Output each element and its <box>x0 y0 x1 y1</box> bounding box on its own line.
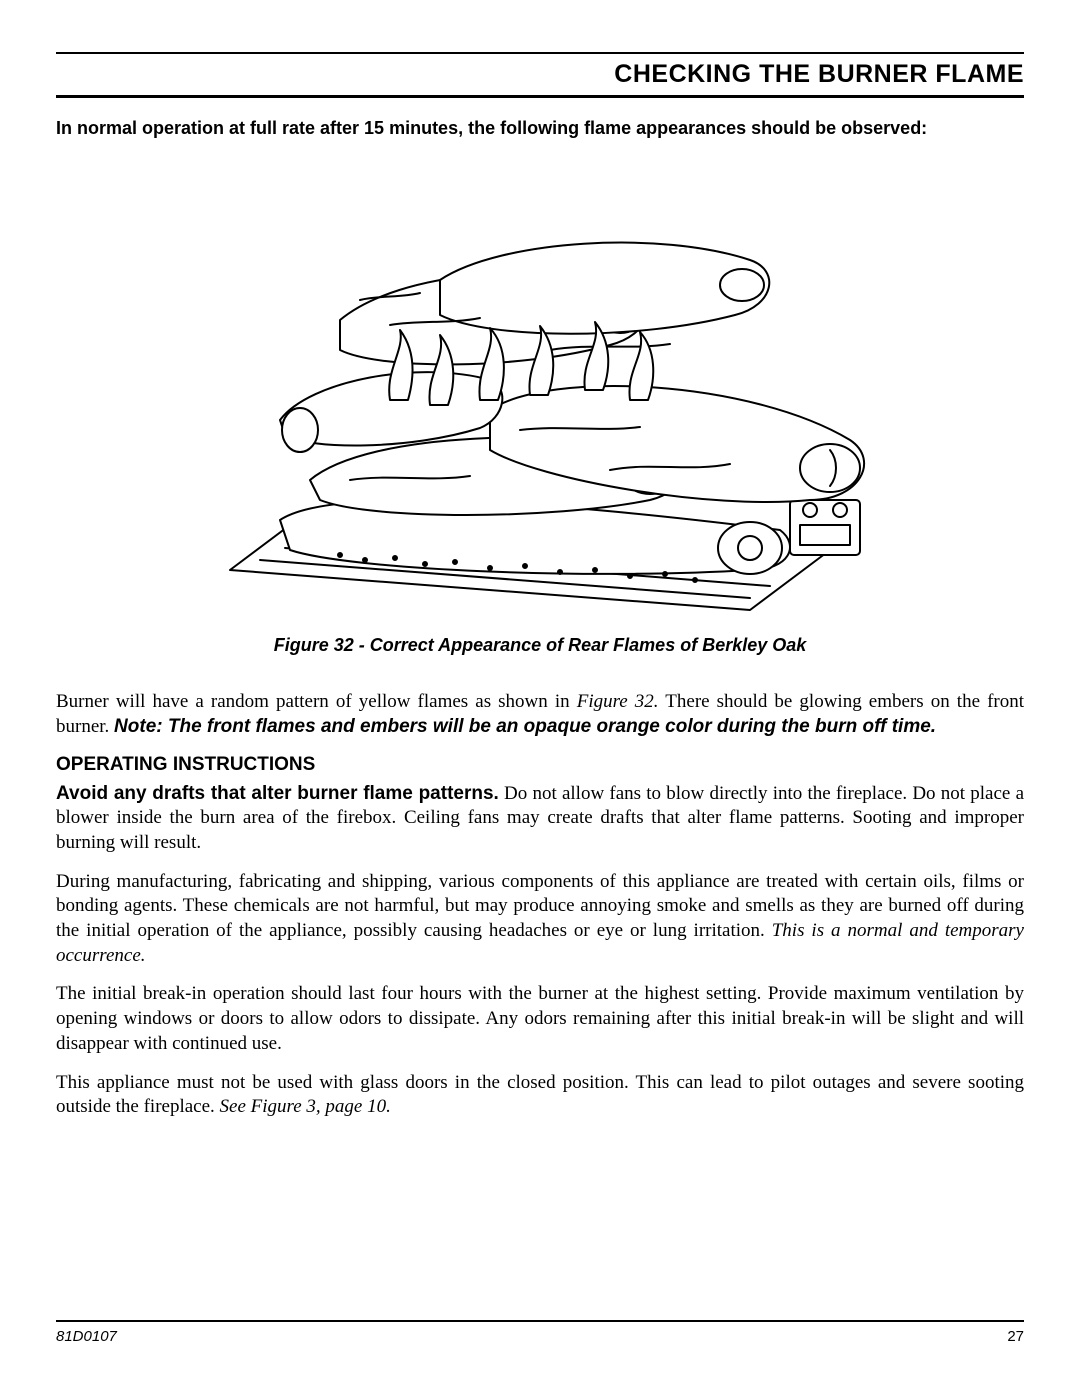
paragraph-breakin: The initial break-in operation should la… <box>56 982 1024 1056</box>
p1-text-a: Burner will have a random pattern of yel… <box>56 691 577 712</box>
operating-instructions-heading: OPERATING INSTRUCTIONS <box>56 754 1024 776</box>
paragraph-glass-doors: This appliance must not be used with gla… <box>56 1071 1024 1120</box>
logset-illustration-icon <box>190 150 890 620</box>
footer-page-number: 27 <box>1007 1328 1024 1345</box>
footer-doc-id: 81D0107 <box>56 1328 117 1345</box>
p5-ref: See Figure 3, page 10. <box>220 1096 391 1117</box>
paragraph-burner-pattern: Burner will have a random pattern of yel… <box>56 690 1024 739</box>
p1-figure-ref: Figure 32. <box>577 691 659 712</box>
section-title: CHECKING THE BURNER FLAME <box>56 60 1024 95</box>
figure-caption: Figure 32 - Correct Appearance of Rear F… <box>56 635 1024 656</box>
paragraph-manufacturing: During manufacturing, fabricating and sh… <box>56 870 1024 969</box>
p2-lead: Avoid any drafts that alter burner flame… <box>56 783 499 804</box>
p5-text: This appliance must not be used with gla… <box>56 1072 1024 1118</box>
page: CHECKING THE BURNER FLAME In normal oper… <box>0 0 1080 1397</box>
rule-under-title <box>56 95 1024 98</box>
paragraph-drafts: Avoid any drafts that alter burner flame… <box>56 782 1024 856</box>
p1-note: Note: The front flames and embers will b… <box>114 716 936 737</box>
intro-text: In normal operation at full rate after 1… <box>56 116 1024 140</box>
page-footer: 81D0107 27 <box>56 1320 1024 1345</box>
figure-32 <box>56 150 1024 625</box>
rule-top <box>56 52 1024 54</box>
